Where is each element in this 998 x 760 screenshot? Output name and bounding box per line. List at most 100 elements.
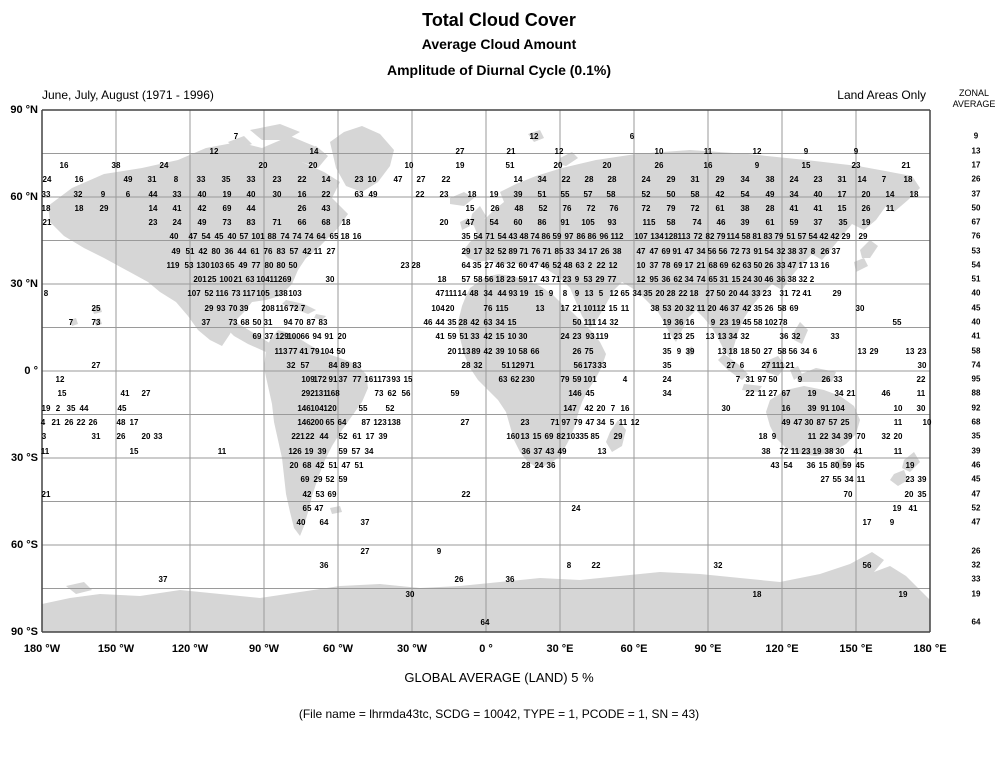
cell-value: 26	[861, 204, 871, 213]
cell-value: 27	[726, 361, 736, 370]
cell-value: 100	[287, 332, 301, 341]
cell-value: 18	[41, 204, 51, 213]
cell-value: 22	[76, 418, 86, 427]
zonal-average-value: 13	[971, 146, 981, 156]
cell-value: 65	[329, 232, 339, 241]
cell-value: 31	[719, 275, 729, 284]
cell-value: 61	[250, 247, 260, 256]
cell-value: 50	[572, 318, 582, 327]
cell-value: 18	[909, 190, 919, 199]
cell-value: 42	[715, 190, 725, 199]
cell-value: 26	[454, 575, 464, 584]
cell-value: 54	[740, 190, 750, 199]
cell-value: 19	[812, 447, 822, 456]
cell-value: 48	[514, 204, 524, 213]
cell-value: 25	[685, 332, 695, 341]
cell-value: 8	[173, 175, 179, 184]
cell-value: 69	[252, 332, 262, 341]
cell-value: 9	[771, 432, 777, 441]
cell-value: 30	[753, 275, 763, 284]
cell-value: 77	[288, 347, 298, 356]
cell-value: 9	[710, 318, 716, 327]
cell-value: 6	[125, 190, 131, 199]
zonal-average-value: 9	[973, 131, 979, 141]
zonal-average-value: 26	[971, 174, 981, 184]
cell-value: 20	[445, 304, 455, 313]
cell-value: 45	[742, 318, 752, 327]
cell-value: 15	[818, 461, 828, 470]
cell-value: 54	[201, 232, 211, 241]
cell-value: 51	[354, 461, 364, 470]
cell-value: 43	[770, 461, 780, 470]
cell-value: 32	[473, 361, 483, 370]
cell-value: 83	[352, 361, 362, 370]
cell-value: 23	[813, 175, 823, 184]
cell-value: 8	[562, 289, 568, 298]
cell-value: 14	[513, 175, 523, 184]
cell-value: 51	[185, 247, 195, 256]
cell-value: 64	[480, 618, 490, 627]
cell-value: 34	[789, 190, 799, 199]
cell-value: 57	[351, 447, 361, 456]
cell-value: 56	[862, 561, 872, 570]
cell-value: 25	[840, 418, 850, 427]
cell-value: 77	[352, 375, 362, 384]
cell-value: 23	[572, 332, 582, 341]
cell-value: 39	[807, 404, 817, 413]
cell-value: 42	[197, 204, 207, 213]
cell-value: 93	[216, 304, 226, 313]
cell-value: 28	[458, 318, 468, 327]
cell-value: 11	[696, 304, 706, 313]
lon-tick-label: 30 °W	[396, 643, 428, 655]
cell-value: 49	[368, 190, 378, 199]
cell-value: 23	[801, 447, 811, 456]
cell-value: 32	[685, 304, 695, 313]
cell-value: 34	[831, 432, 841, 441]
cell-value: 12	[636, 275, 646, 284]
cell-value: 51	[501, 361, 511, 370]
cell-value: 26	[764, 304, 774, 313]
cell-value: 2	[55, 404, 61, 413]
cell-value: 26	[764, 261, 774, 270]
cell-value: 32	[609, 318, 619, 327]
cell-value: 20	[602, 161, 612, 170]
cell-value: 13	[905, 347, 915, 356]
cell-value: 56	[707, 247, 717, 256]
cell-value: 74	[530, 232, 540, 241]
cell-value: 69	[789, 304, 799, 313]
cell-value: 83	[318, 318, 328, 327]
cell-value: 77	[607, 275, 617, 284]
cell-value: 30	[405, 590, 415, 599]
cell-value: 39	[317, 447, 327, 456]
cell-value: 52	[204, 289, 214, 298]
cell-value: 35	[643, 289, 653, 298]
page-title: Total Cloud Cover	[422, 10, 576, 30]
cell-value: 59	[450, 389, 460, 398]
cell-value: 26	[820, 247, 830, 256]
cell-value: 24	[641, 175, 651, 184]
cell-value: 40	[296, 518, 306, 527]
continent-australia	[766, 386, 860, 456]
cell-value: 33	[246, 175, 256, 184]
cell-value: 115	[495, 304, 509, 313]
cell-value: 29	[313, 475, 323, 484]
cell-value: 39	[239, 304, 249, 313]
cell-value: 44	[497, 289, 507, 298]
cell-value: 201	[193, 275, 207, 284]
cell-value: 36	[806, 461, 816, 470]
cell-value: 13	[809, 261, 819, 270]
cell-value: 23	[439, 190, 449, 199]
cell-value: 36	[674, 318, 684, 327]
cell-value: 47	[393, 175, 403, 184]
cell-value: 30	[916, 404, 926, 413]
zonal-average-header-line1: ZONAL	[958, 88, 989, 98]
cell-value: 34	[495, 318, 505, 327]
cell-value: 20	[289, 461, 299, 470]
cell-value: 27	[326, 247, 336, 256]
cell-value: 42	[819, 232, 829, 241]
cell-value: 72	[779, 447, 789, 456]
cell-value: 36	[319, 561, 329, 570]
cell-value: 34	[577, 247, 587, 256]
cell-value: 41	[172, 204, 182, 213]
cell-value: 83	[246, 218, 256, 227]
